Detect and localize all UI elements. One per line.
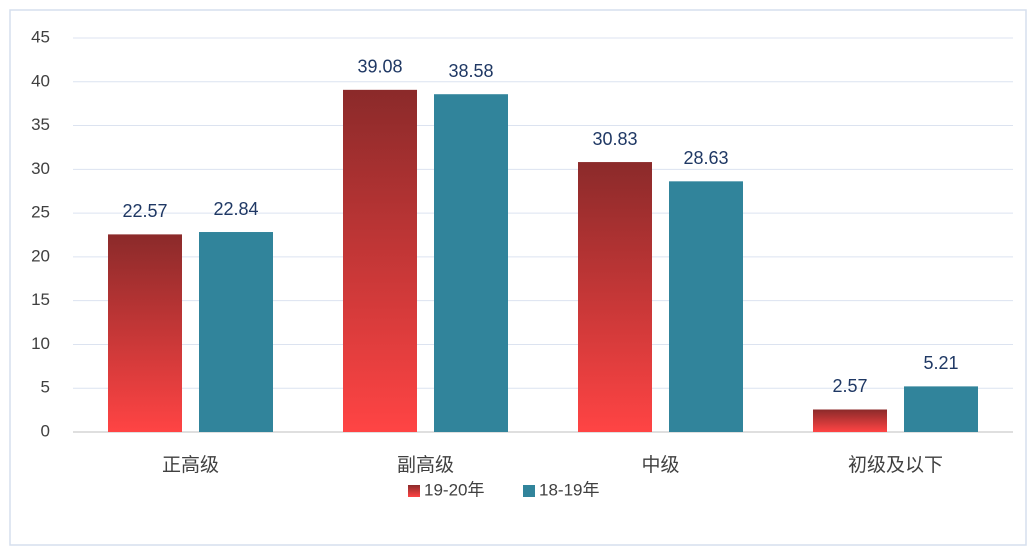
value-label: 22.57 bbox=[122, 201, 167, 221]
y-tick-label: 10 bbox=[31, 334, 50, 353]
y-tick-label: 40 bbox=[31, 71, 50, 90]
y-tick-label: 30 bbox=[31, 159, 50, 178]
bar bbox=[669, 181, 743, 432]
bar bbox=[343, 89, 417, 432]
bar bbox=[813, 409, 887, 432]
value-label: 38.58 bbox=[448, 61, 493, 81]
legend-swatch bbox=[523, 485, 535, 497]
bar bbox=[578, 162, 652, 432]
value-label: 5.21 bbox=[923, 353, 958, 373]
y-tick-label: 5 bbox=[41, 378, 50, 397]
legend-label: 18-19年 bbox=[539, 480, 599, 499]
bar bbox=[199, 232, 273, 432]
x-tick-label: 初级及以下 bbox=[848, 454, 943, 476]
value-label: 2.57 bbox=[832, 376, 867, 396]
y-tick-label: 25 bbox=[31, 203, 50, 222]
bar bbox=[108, 234, 182, 432]
x-tick-label: 中级 bbox=[641, 454, 679, 476]
legend-swatch bbox=[408, 485, 420, 497]
y-tick-label: 35 bbox=[31, 115, 50, 134]
y-tick-label: 20 bbox=[31, 246, 50, 265]
x-tick-label: 正高级 bbox=[162, 454, 219, 476]
value-label: 39.08 bbox=[357, 57, 402, 77]
bar bbox=[904, 386, 978, 432]
legend-label: 19-20年 bbox=[424, 480, 484, 499]
bar bbox=[434, 94, 508, 432]
x-tick-label: 副高级 bbox=[397, 454, 454, 476]
value-label: 28.63 bbox=[683, 148, 728, 168]
value-label: 30.83 bbox=[592, 129, 637, 149]
y-tick-label: 45 bbox=[31, 27, 50, 46]
value-label: 22.84 bbox=[213, 199, 258, 219]
y-tick-label: 0 bbox=[41, 421, 50, 440]
y-tick-label: 15 bbox=[31, 290, 50, 309]
